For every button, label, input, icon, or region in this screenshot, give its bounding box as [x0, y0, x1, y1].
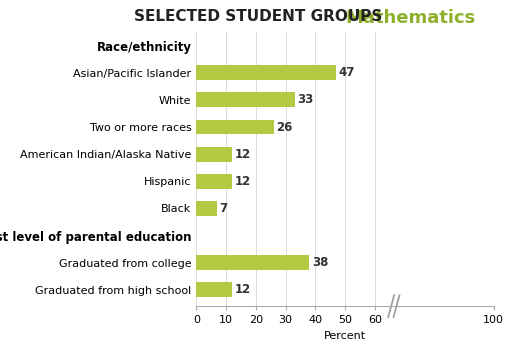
Text: 26: 26	[276, 121, 293, 134]
Bar	[196, 147, 232, 162]
Text: Mathematics: Mathematics	[345, 9, 476, 27]
Text: 47: 47	[339, 66, 355, 79]
Text: 12: 12	[235, 283, 251, 297]
Text: 12: 12	[235, 175, 251, 188]
Bar	[196, 93, 295, 108]
Bar	[196, 282, 232, 297]
Bar	[196, 174, 232, 189]
Text: SELECTED STUDENT GROUPS: SELECTED STUDENT GROUPS	[134, 9, 383, 24]
Text: 12: 12	[235, 148, 251, 161]
X-axis label: Percent: Percent	[324, 331, 366, 341]
Text: 7: 7	[220, 202, 228, 215]
Text: 38: 38	[312, 256, 328, 269]
Text: 33: 33	[297, 93, 313, 106]
Bar	[378, 32, 387, 306]
Bar	[196, 255, 309, 270]
Bar	[196, 201, 217, 216]
Bar	[196, 65, 336, 80]
Bar	[196, 120, 274, 135]
